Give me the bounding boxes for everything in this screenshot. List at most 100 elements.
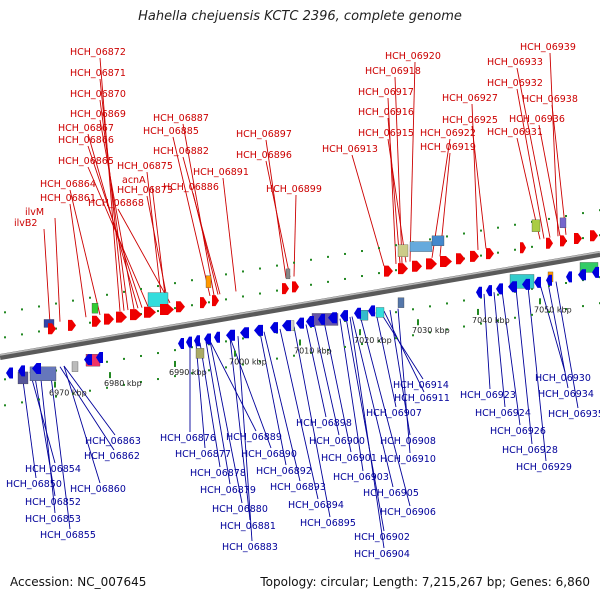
gene-label[interactable]: HCH_06852 — [25, 497, 81, 508]
gene-label[interactable]: HCH_06896 — [236, 150, 292, 161]
gene-label[interactable]: acnA — [122, 175, 146, 186]
reverse-gene-arrow[interactable] — [534, 276, 541, 288]
gene-label[interactable]: HCH_06920 — [385, 51, 441, 62]
reverse-gene-arrow[interactable] — [32, 363, 41, 375]
reverse-gene-arrow[interactable] — [508, 281, 517, 293]
gene-label[interactable]: HCH_06929 — [516, 462, 572, 473]
gene-label[interactable]: HCH_06850 — [6, 479, 62, 490]
gene-label[interactable]: HCH_06869 — [70, 109, 126, 120]
reverse-gene-arrow[interactable] — [282, 320, 291, 332]
gene-label[interactable]: HCH_06894 — [288, 500, 344, 511]
gene-label[interactable]: HCH_06926 — [490, 426, 546, 437]
gene-label[interactable]: HCH_06932 — [487, 78, 543, 89]
gene-label[interactable]: HCH_06890 — [241, 449, 297, 460]
gene-label[interactable]: HCH_06925 — [442, 115, 498, 126]
forward-gene-arrow[interactable] — [48, 323, 56, 335]
reverse-gene-arrow[interactable] — [546, 274, 552, 286]
gene-label[interactable]: HCH_06916 — [358, 107, 414, 118]
reverse-gene-arrow[interactable] — [6, 367, 13, 379]
reverse-gene-arrow[interactable] — [194, 335, 200, 347]
forward-gene-arrow[interactable] — [104, 313, 114, 325]
gene-label[interactable]: HCH_06934 — [538, 389, 594, 400]
gene-label[interactable]: HCH_06853 — [25, 514, 81, 525]
gene-label[interactable]: HCH_06863 — [85, 436, 141, 447]
gene-label[interactable]: HCH_06939 — [520, 42, 576, 53]
forward-gene-arrow[interactable] — [440, 255, 452, 267]
reverse-gene-arrow[interactable] — [226, 329, 235, 341]
forward-gene-arrow[interactable] — [292, 281, 299, 293]
gene-label[interactable]: HCH_06883 — [222, 542, 278, 553]
reverse-gene-arrow[interactable] — [186, 336, 192, 348]
gene-label[interactable]: HCH_06907 — [366, 408, 422, 419]
gene-label[interactable]: HCH_06902 — [354, 532, 410, 543]
forward-gene-arrow[interactable] — [116, 311, 127, 323]
gene-label[interactable]: HCH_06924 — [475, 408, 531, 419]
gene-label[interactable]: HCH_06914 — [393, 380, 449, 391]
forward-gene-arrow[interactable] — [412, 260, 422, 272]
gene-label[interactable]: HCH_06904 — [354, 549, 410, 560]
reverse-gene-arrow[interactable] — [18, 365, 25, 377]
gene-label[interactable]: HCH_06870 — [70, 89, 126, 100]
gene-label[interactable]: HCH_06893 — [270, 482, 326, 493]
gene-label[interactable]: HCH_06871 — [70, 68, 126, 79]
gene-label[interactable]: HCH_06878 — [190, 468, 246, 479]
reverse-gene-arrow[interactable] — [306, 315, 314, 327]
reverse-gene-arrow[interactable] — [368, 305, 375, 317]
reverse-gene-arrow[interactable] — [578, 269, 586, 281]
forward-gene-arrow[interactable] — [144, 306, 156, 318]
forward-gene-arrow[interactable] — [470, 250, 479, 262]
gene-label[interactable]: HCH_06913 — [322, 144, 378, 155]
gene-label[interactable]: HCH_06918 — [365, 66, 421, 77]
gene-label[interactable]: HCH_06905 — [363, 488, 419, 499]
forward-gene-arrow[interactable] — [212, 295, 219, 307]
reverse-gene-arrow[interactable] — [476, 286, 482, 298]
forward-gene-arrow[interactable] — [486, 248, 494, 260]
gene-label[interactable]: HCH_06885 — [143, 126, 199, 137]
gene-label[interactable]: HCH_06855 — [40, 530, 96, 541]
forward-gene-arrow[interactable] — [282, 283, 289, 295]
gene-label[interactable]: HCH_06861 — [40, 193, 96, 204]
gene-label[interactable]: HCH_06901 — [321, 453, 377, 464]
gene-label[interactable]: HCH_06866 — [58, 135, 114, 146]
reverse-gene-arrow[interactable] — [328, 312, 337, 324]
forward-gene-arrow[interactable] — [456, 253, 465, 265]
gene-label[interactable]: HCH_06903 — [333, 472, 389, 483]
gene-label[interactable]: HCH_06872 — [70, 47, 126, 58]
gene-label[interactable]: HCH_06899 — [266, 184, 322, 195]
gene-label[interactable]: HCH_06880 — [212, 504, 268, 515]
gene-label[interactable]: HCH_06938 — [522, 94, 578, 105]
gene-label[interactable]: HCH_06876 — [160, 433, 216, 444]
reverse-gene-arrow[interactable] — [566, 271, 572, 283]
gene-label[interactable]: HCH_06906 — [380, 507, 436, 518]
reverse-gene-arrow[interactable] — [270, 322, 278, 334]
gene-label[interactable]: HCH_06923 — [460, 390, 516, 401]
gene-label[interactable]: HCH_06919 — [420, 142, 476, 153]
gene-label[interactable]: HCH_06917 — [358, 87, 414, 98]
reverse-gene-arrow[interactable] — [84, 354, 92, 366]
gene-label[interactable]: HCH_06897 — [236, 129, 292, 140]
gene-label[interactable]: HCH_06931 — [487, 127, 543, 138]
gene-label[interactable]: HCH_06879 — [200, 485, 256, 496]
forward-gene-arrow[interactable] — [426, 258, 437, 270]
reverse-gene-arrow[interactable] — [522, 278, 530, 290]
gene-label[interactable]: HCH_06928 — [502, 445, 558, 456]
forward-gene-arrow[interactable] — [398, 263, 408, 275]
forward-gene-arrow[interactable] — [130, 309, 142, 321]
gene-label[interactable]: HCH_06930 — [535, 373, 591, 384]
reverse-gene-arrow[interactable] — [296, 317, 304, 329]
gene-label[interactable]: HCH_06873 — [117, 185, 173, 196]
reverse-gene-arrow[interactable] — [254, 324, 263, 336]
gene-label[interactable]: HCH_06900 — [309, 436, 365, 447]
forward-gene-arrow[interactable] — [590, 230, 598, 242]
forward-gene-arrow[interactable] — [200, 297, 207, 309]
forward-gene-arrow[interactable] — [68, 319, 76, 331]
gene-label[interactable]: HCH_06908 — [380, 436, 436, 447]
gene-label[interactable]: HCH_06854 — [25, 464, 81, 475]
forward-gene-arrow[interactable] — [574, 232, 582, 244]
reverse-gene-arrow[interactable] — [240, 327, 249, 339]
forward-gene-arrow[interactable] — [92, 315, 101, 327]
reverse-gene-arrow[interactable] — [354, 307, 361, 319]
reverse-gene-arrow[interactable] — [486, 285, 492, 297]
gene-label[interactable]: HCH_06889 — [226, 432, 282, 443]
